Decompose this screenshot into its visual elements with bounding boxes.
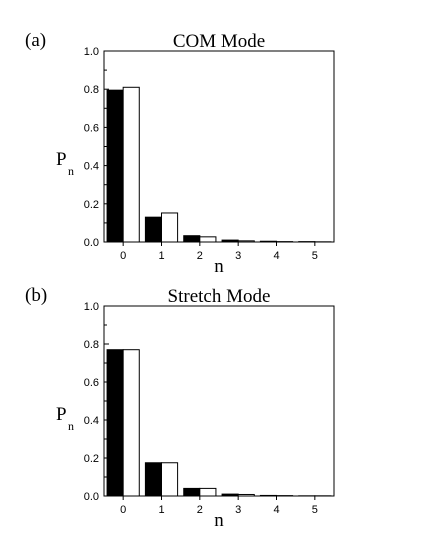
y-tick-label: 0.4 bbox=[84, 415, 99, 427]
y-tick-label: 0.6 bbox=[84, 377, 99, 389]
bar-series1-n1 bbox=[144, 462, 162, 497]
y-tick-label: 0.8 bbox=[84, 339, 99, 351]
chart-title: COM Mode bbox=[173, 31, 265, 52]
x-tick-label: 0 bbox=[120, 250, 126, 262]
bar-series2-n1 bbox=[161, 462, 179, 497]
panel-label: (b) bbox=[25, 285, 47, 306]
y-axis-label-main: P bbox=[56, 404, 67, 425]
panel-label: (a) bbox=[25, 30, 46, 51]
y-tick-label: 0.0 bbox=[84, 491, 99, 503]
bar-series2-n2 bbox=[199, 236, 217, 243]
chart-title: Stretch Mode bbox=[168, 286, 271, 307]
y-tick-label: 0.0 bbox=[84, 237, 99, 249]
bar-series2-n0 bbox=[122, 349, 140, 497]
y-axis-label-subscript: n bbox=[68, 164, 74, 178]
x-tick-label: 1 bbox=[158, 504, 164, 516]
y-axis-label-main: P bbox=[56, 149, 67, 170]
plot-area: 0.0 0.2 0.4 0.6 0.8 1.0 0 1 2 3 4 5 bbox=[84, 301, 335, 516]
bar-series2-n0 bbox=[122, 86, 140, 243]
panel-stretch-mode: (b) Stretch Mode P n n 0.0 0.2 0.4 0.6 0.8 1.… bbox=[25, 285, 335, 531]
y-tick-label: 0.2 bbox=[84, 453, 99, 465]
x-tick-label: 5 bbox=[312, 504, 318, 516]
y-axis-label: P n bbox=[56, 149, 74, 178]
x-tick-label: 0 bbox=[120, 504, 126, 516]
bar-series1-n0 bbox=[106, 89, 124, 243]
x-tick-label: 4 bbox=[273, 250, 279, 262]
bar-series2-n2 bbox=[199, 487, 217, 497]
y-tick-label: 1.0 bbox=[84, 301, 99, 313]
y-tick-label: 0.2 bbox=[84, 199, 99, 211]
x-tick-label: 3 bbox=[235, 504, 241, 516]
plot-area: 0.0 0.2 0.4 0.6 0.8 1.0 0 1 2 3 4 5 bbox=[84, 46, 335, 262]
x-tick-label: 2 bbox=[197, 504, 203, 516]
x-tick-label: 4 bbox=[273, 504, 279, 516]
x-axis-label: n bbox=[214, 510, 224, 531]
y-axis-label-subscript: n bbox=[68, 419, 74, 433]
x-tick-label: 1 bbox=[158, 250, 164, 262]
bar-series1-n0 bbox=[106, 349, 124, 497]
bar-series2-n1 bbox=[161, 212, 179, 243]
bar-series1-n1 bbox=[144, 216, 162, 243]
bar-series1-n2 bbox=[183, 487, 201, 497]
y-tick-label: 0.4 bbox=[84, 161, 99, 173]
y-axis-label: P n bbox=[56, 404, 74, 433]
y-tick-label: 1.0 bbox=[84, 46, 99, 58]
x-tick-label: 3 bbox=[235, 250, 241, 262]
y-tick-label: 0.8 bbox=[84, 84, 99, 96]
x-tick-label: 5 bbox=[312, 250, 318, 262]
bar-series1-n2 bbox=[183, 235, 201, 243]
panel-com-mode: (a) COM Mode P n n 0.0 0.2 0.4 0.6 0.8 1.0 0 1 2… bbox=[25, 30, 335, 277]
y-tick-label: 0.6 bbox=[84, 122, 99, 134]
x-axis-label: n bbox=[214, 256, 224, 277]
x-tick-label: 2 bbox=[197, 250, 203, 262]
